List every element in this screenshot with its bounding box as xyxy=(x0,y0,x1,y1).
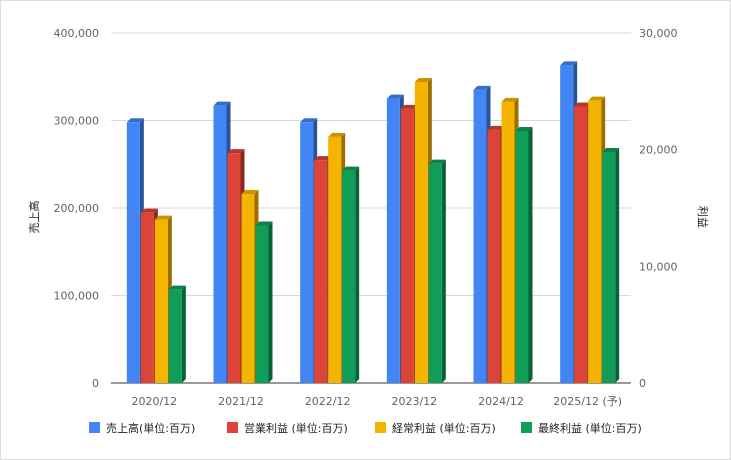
legend: 売上高(単位:百万) 営業利益 (単位:百万) 経常利益 (単位:百万) 最終利益 (… xyxy=(89,421,642,435)
bar xyxy=(342,166,360,383)
bar xyxy=(602,148,620,383)
right-axis-title: 利益 xyxy=(696,206,710,228)
bars xyxy=(126,61,620,384)
legend-label: 経常利益 (単位:百万) xyxy=(392,421,496,435)
x-tick-label: 2023/12 xyxy=(391,395,437,408)
legend-swatch xyxy=(521,422,532,433)
left-axis-title: 売上高 xyxy=(27,201,41,234)
left-tick-label: 300,000 xyxy=(54,115,100,128)
legend-label: 営業利益 (単位:百万) xyxy=(244,421,348,435)
gridlines xyxy=(111,32,631,384)
left-axis-ticks: 0 100,000 200,000 300,000 400,000 xyxy=(54,27,100,390)
bar xyxy=(168,285,186,383)
legend-swatch xyxy=(227,422,238,433)
x-tick-label: 2024/12 xyxy=(478,395,524,408)
left-tick-label: 400,000 xyxy=(54,27,100,40)
right-tick-label: 30,000 xyxy=(639,27,678,40)
left-tick-label: 100,000 xyxy=(54,290,100,303)
x-tick-label: 2020/12 xyxy=(131,395,177,408)
legend-label: 最終利益 (単位:百万) xyxy=(538,421,642,435)
legend-label: 売上高(単位:百万) xyxy=(106,421,195,435)
left-tick-label: 200,000 xyxy=(54,202,100,215)
right-axis-ticks: 0 10,000 20,000 30,000 xyxy=(639,27,678,390)
bar xyxy=(515,127,533,383)
legend-item: 最終利益 (単位:百万) xyxy=(521,421,642,435)
x-axis-ticks: 2020/12 2021/12 2022/12 2023/12 2024/12 2025/… xyxy=(131,395,622,408)
right-tick-label: 20,000 xyxy=(639,144,678,157)
right-tick-label: 10,000 xyxy=(639,260,678,273)
x-tick-label: 2025/12 (予) xyxy=(553,395,622,408)
bar xyxy=(428,159,446,383)
bar xyxy=(255,221,273,383)
legend-item: 経常利益 (単位:百万) xyxy=(375,421,496,435)
left-tick-label: 0 xyxy=(92,377,99,390)
legend-swatch xyxy=(375,422,386,433)
legend-swatch xyxy=(89,422,100,433)
right-tick-label: 0 xyxy=(639,377,646,390)
x-tick-label: 2022/12 xyxy=(305,395,351,408)
legend-item: 営業利益 (単位:百万) xyxy=(227,421,348,435)
legend-item: 売上高(単位:百万) xyxy=(89,421,195,435)
x-tick-label: 2021/12 xyxy=(218,395,264,408)
